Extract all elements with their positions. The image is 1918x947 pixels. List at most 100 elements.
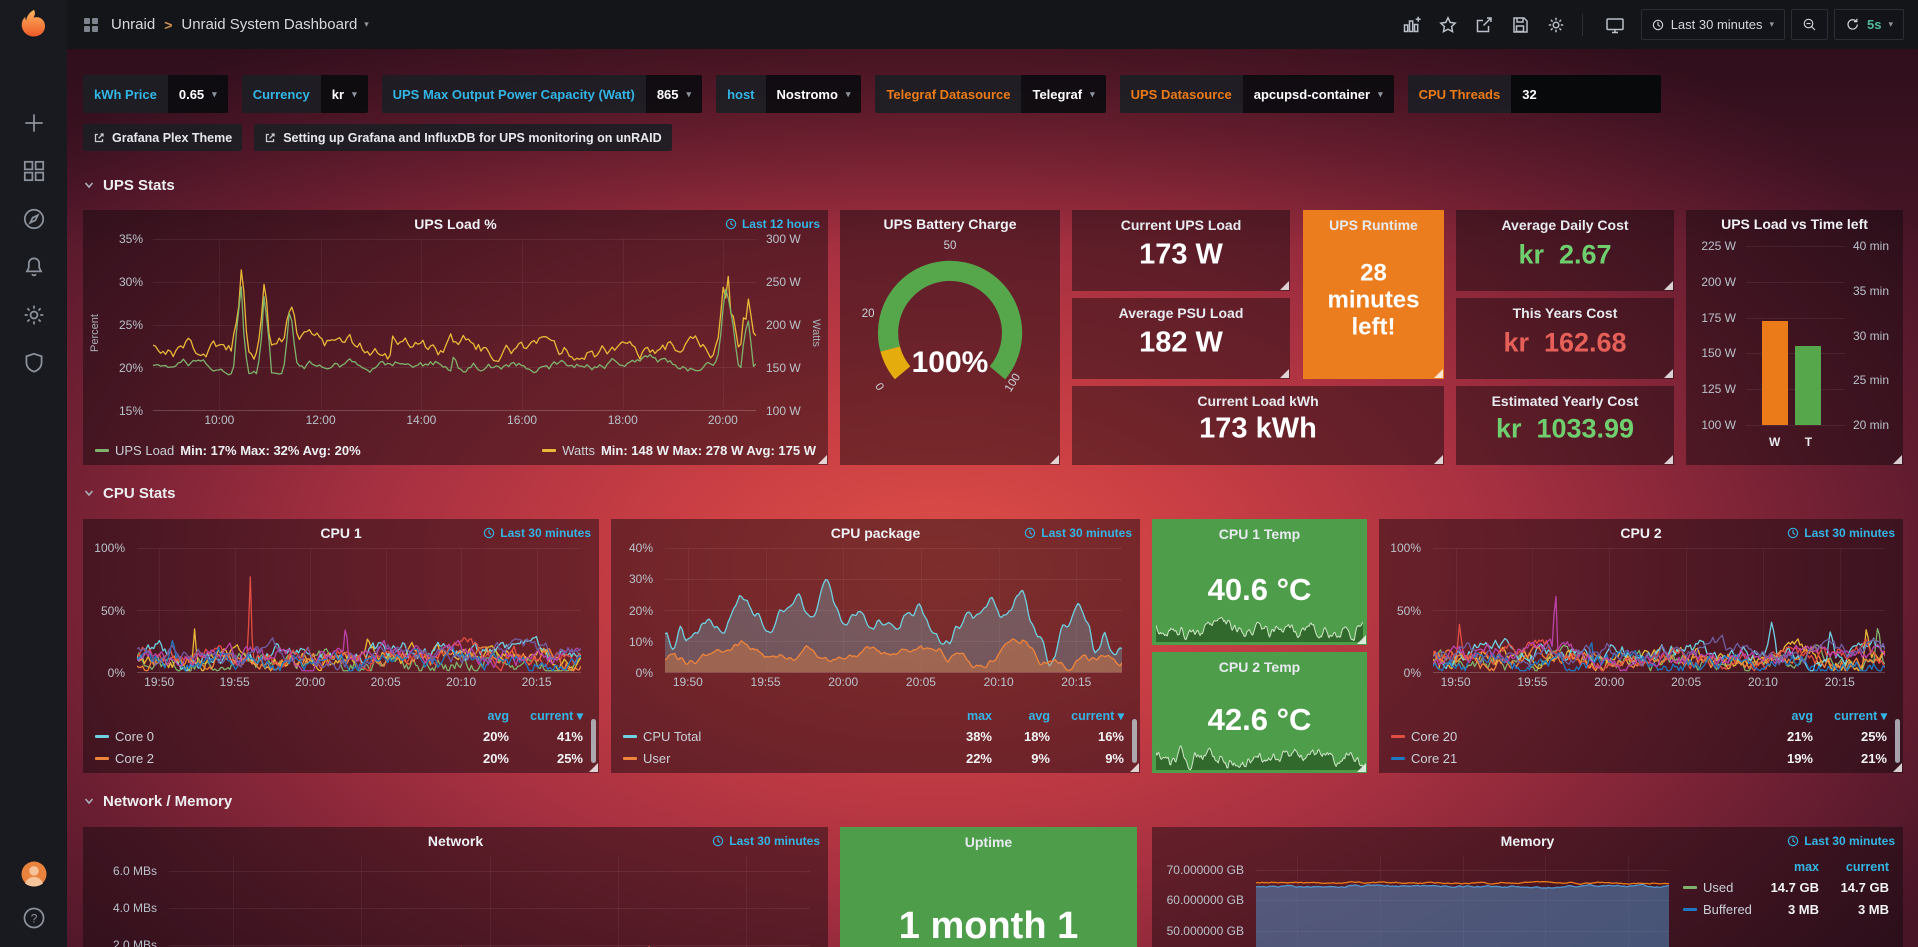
panel-title[interactable]: CPU package <box>830 524 921 541</box>
legend-sort-header[interactable]: avg <box>1791 708 1813 723</box>
variable-value-input[interactable] <box>1511 75 1662 113</box>
legend-scrollbar[interactable] <box>1132 719 1137 763</box>
legend-sort-header[interactable]: avg <box>487 708 509 723</box>
legend-series[interactable]: Buffered <box>1703 901 1752 917</box>
graph-canvas[interactable] <box>1256 856 1669 947</box>
legend-sort-header[interactable]: current ▾ <box>1071 709 1124 723</box>
panel-title[interactable]: This Years Cost <box>1512 305 1618 321</box>
graph-plot-area[interactable]: 19:50 19:55 20:00 20:05 20:10 20:15 100% 50% 0% <box>91 541 591 691</box>
variable-value-dropdown[interactable]: kr ▾ <box>320 75 368 113</box>
panel-title[interactable]: UPS Load vs Time left <box>1721 215 1868 232</box>
legend-series[interactable]: UPS Load <box>115 443 175 458</box>
row-header-cpu-stats[interactable]: CPU Stats <box>83 482 176 504</box>
panel-title[interactable]: UPS Battery Charge <box>883 215 1017 232</box>
panel-resize-handle[interactable] <box>1893 455 1902 464</box>
panel-resize-handle[interactable] <box>1050 455 1059 464</box>
panel-title[interactable]: Current Load kWh <box>1197 393 1319 409</box>
panel-title[interactable]: Memory <box>1500 832 1555 849</box>
panel-resize-handle[interactable] <box>1280 281 1289 290</box>
variable-value-dropdown[interactable]: Telegraf ▾ <box>1021 75 1106 113</box>
variable-value-dropdown[interactable]: 0.65 ▾ <box>167 75 228 113</box>
legend-series[interactable]: CPU Total <box>643 728 702 744</box>
variable-ups-max-output-power-capacity-watt-[interactable]: UPS Max Output Power Capacity (Watt) 865 ▾ <box>381 75 703 113</box>
variable-value-dropdown[interactable]: apcupsd-container ▾ <box>1242 75 1394 113</box>
panel-title[interactable]: Network <box>427 832 484 849</box>
star-icon[interactable] <box>1438 15 1458 35</box>
legend-sort-header[interactable]: max <box>1793 859 1819 874</box>
panel-title[interactable]: CPU 2 Temp <box>1218 659 1301 675</box>
dashboard-link[interactable]: Setting up Grafana and InfluxDB for UPS … <box>254 124 672 151</box>
panel-resize-handle[interactable] <box>818 455 827 464</box>
zoom-out-button[interactable] <box>1791 9 1828 40</box>
legend-series[interactable]: Used <box>1703 879 1734 895</box>
variable-currency[interactable]: Currency kr ▾ <box>241 75 368 113</box>
variable-value-dropdown[interactable]: Nostromo ▾ <box>765 75 862 113</box>
legend-series[interactable]: Core 21 <box>1411 750 1458 766</box>
breadcrumb-app[interactable]: Unraid <box>111 16 156 33</box>
panel-title[interactable]: CPU 2 <box>1620 524 1662 541</box>
panel-title[interactable]: Uptime <box>964 834 1013 850</box>
legend-scrollbar[interactable] <box>1895 719 1900 763</box>
graph-canvas[interactable]: 19:50 19:55 20:00 20:05 20:10 20:15 <box>137 548 581 689</box>
variable-cpu-threads[interactable]: CPU Threads <box>1407 75 1662 113</box>
panel-title[interactable]: Average Daily Cost <box>1501 217 1629 233</box>
variable-value-dropdown[interactable]: 865 ▾ <box>645 75 703 113</box>
panel-resize-handle[interactable] <box>1434 369 1443 378</box>
panel-title[interactable]: UPS Runtime <box>1329 217 1418 233</box>
chevron-down-icon[interactable]: ▾ <box>364 19 369 29</box>
graph-canvas[interactable]: 10:00 12:00 14:00 16:00 18:00 20:00 <box>153 239 756 427</box>
legend-sort-header[interactable]: current ▾ <box>1834 709 1887 723</box>
share-icon[interactable] <box>1474 15 1494 35</box>
panel-resize-handle[interactable] <box>1130 763 1139 772</box>
user-avatar[interactable] <box>19 859 49 889</box>
panel-resize-handle[interactable] <box>1434 455 1443 464</box>
variable-host[interactable]: host Nostromo ▾ <box>716 75 862 113</box>
panel-title[interactable]: UPS Load % <box>414 215 497 232</box>
graph-plot-area[interactable]: 10:00 12:00 14:00 16:00 18:00 20:00 35% 30% 25% 2… <box>89 232 822 429</box>
grafana-logo[interactable] <box>15 8 53 46</box>
dashboard-title[interactable]: Unraid System Dashboard <box>181 16 358 33</box>
panel-resize-handle[interactable] <box>1357 635 1366 644</box>
graph-plot-area[interactable]: 70.000000 GB 60.000000 GB 50.000000 GB <box>1160 854 1673 947</box>
dashboard-settings-gear-icon[interactable] <box>1546 15 1566 35</box>
panel-resize-handle[interactable] <box>589 763 598 772</box>
save-icon[interactable] <box>1510 15 1530 35</box>
panel-title[interactable]: Estimated Yearly Cost <box>1491 393 1639 409</box>
panel-resize-handle[interactable] <box>1893 763 1902 772</box>
legend-scrollbar[interactable] <box>591 719 596 763</box>
add-panel-icon[interactable] <box>1402 15 1422 35</box>
legend-series[interactable]: User <box>643 750 671 766</box>
legend-series[interactable]: Core 0 <box>115 728 155 744</box>
graph-canvas[interactable] <box>169 856 810 947</box>
panel-resize-handle[interactable] <box>1357 763 1366 772</box>
legend-series[interactable]: Core 2 <box>115 750 155 766</box>
server-admin-shield-icon[interactable] <box>21 350 47 376</box>
panel-title[interactable]: Average PSU Load <box>1118 305 1244 321</box>
graph-plot-area[interactable]: 6.0 MBs 4.0 MBs 2.0 MBs <box>91 854 820 947</box>
configuration-gear-icon[interactable] <box>21 302 47 328</box>
legend-sort-header[interactable]: current <box>1845 859 1889 874</box>
legend-sort-header[interactable]: current ▾ <box>530 709 583 723</box>
panel-title[interactable]: CPU 1 <box>320 524 362 541</box>
legend-series[interactable]: Watts <box>562 443 595 458</box>
alerting-bell-icon[interactable] <box>21 254 47 280</box>
graph-canvas[interactable]: 19:50 19:55 20:00 20:05 20:10 20:15 <box>1433 548 1885 689</box>
panel-resize-handle[interactable] <box>1664 455 1673 464</box>
row-header-network-memory[interactable]: Network / Memory <box>83 790 232 812</box>
panel-resize-handle[interactable] <box>1280 369 1289 378</box>
tv-cycle-view-icon[interactable] <box>1605 15 1625 35</box>
legend-series[interactable]: Core 20 <box>1411 728 1458 744</box>
create-plus-icon[interactable] <box>21 110 47 136</box>
explore-compass-icon[interactable] <box>21 206 47 232</box>
variable-kwh-price[interactable]: kWh Price 0.65 ▾ <box>83 75 228 113</box>
time-range-picker[interactable]: Last 30 minutes ▾ <box>1640 9 1785 40</box>
panel-title[interactable]: Current UPS Load <box>1120 217 1242 233</box>
legend-sort-header[interactable]: max <box>966 708 992 723</box>
graph-plot-area[interactable]: 19:50 19:55 20:00 20:05 20:10 20:15 100% 50% 0% <box>1387 541 1895 691</box>
panel-resize-handle[interactable] <box>1664 369 1673 378</box>
row-header-ups-stats[interactable]: UPS Stats <box>83 174 175 196</box>
panel-title[interactable]: CPU 1 Temp <box>1218 526 1301 542</box>
help-icon[interactable]: ? <box>21 905 47 931</box>
panel-resize-handle[interactable] <box>1664 281 1673 290</box>
legend-sort-header[interactable]: avg <box>1028 708 1050 723</box>
